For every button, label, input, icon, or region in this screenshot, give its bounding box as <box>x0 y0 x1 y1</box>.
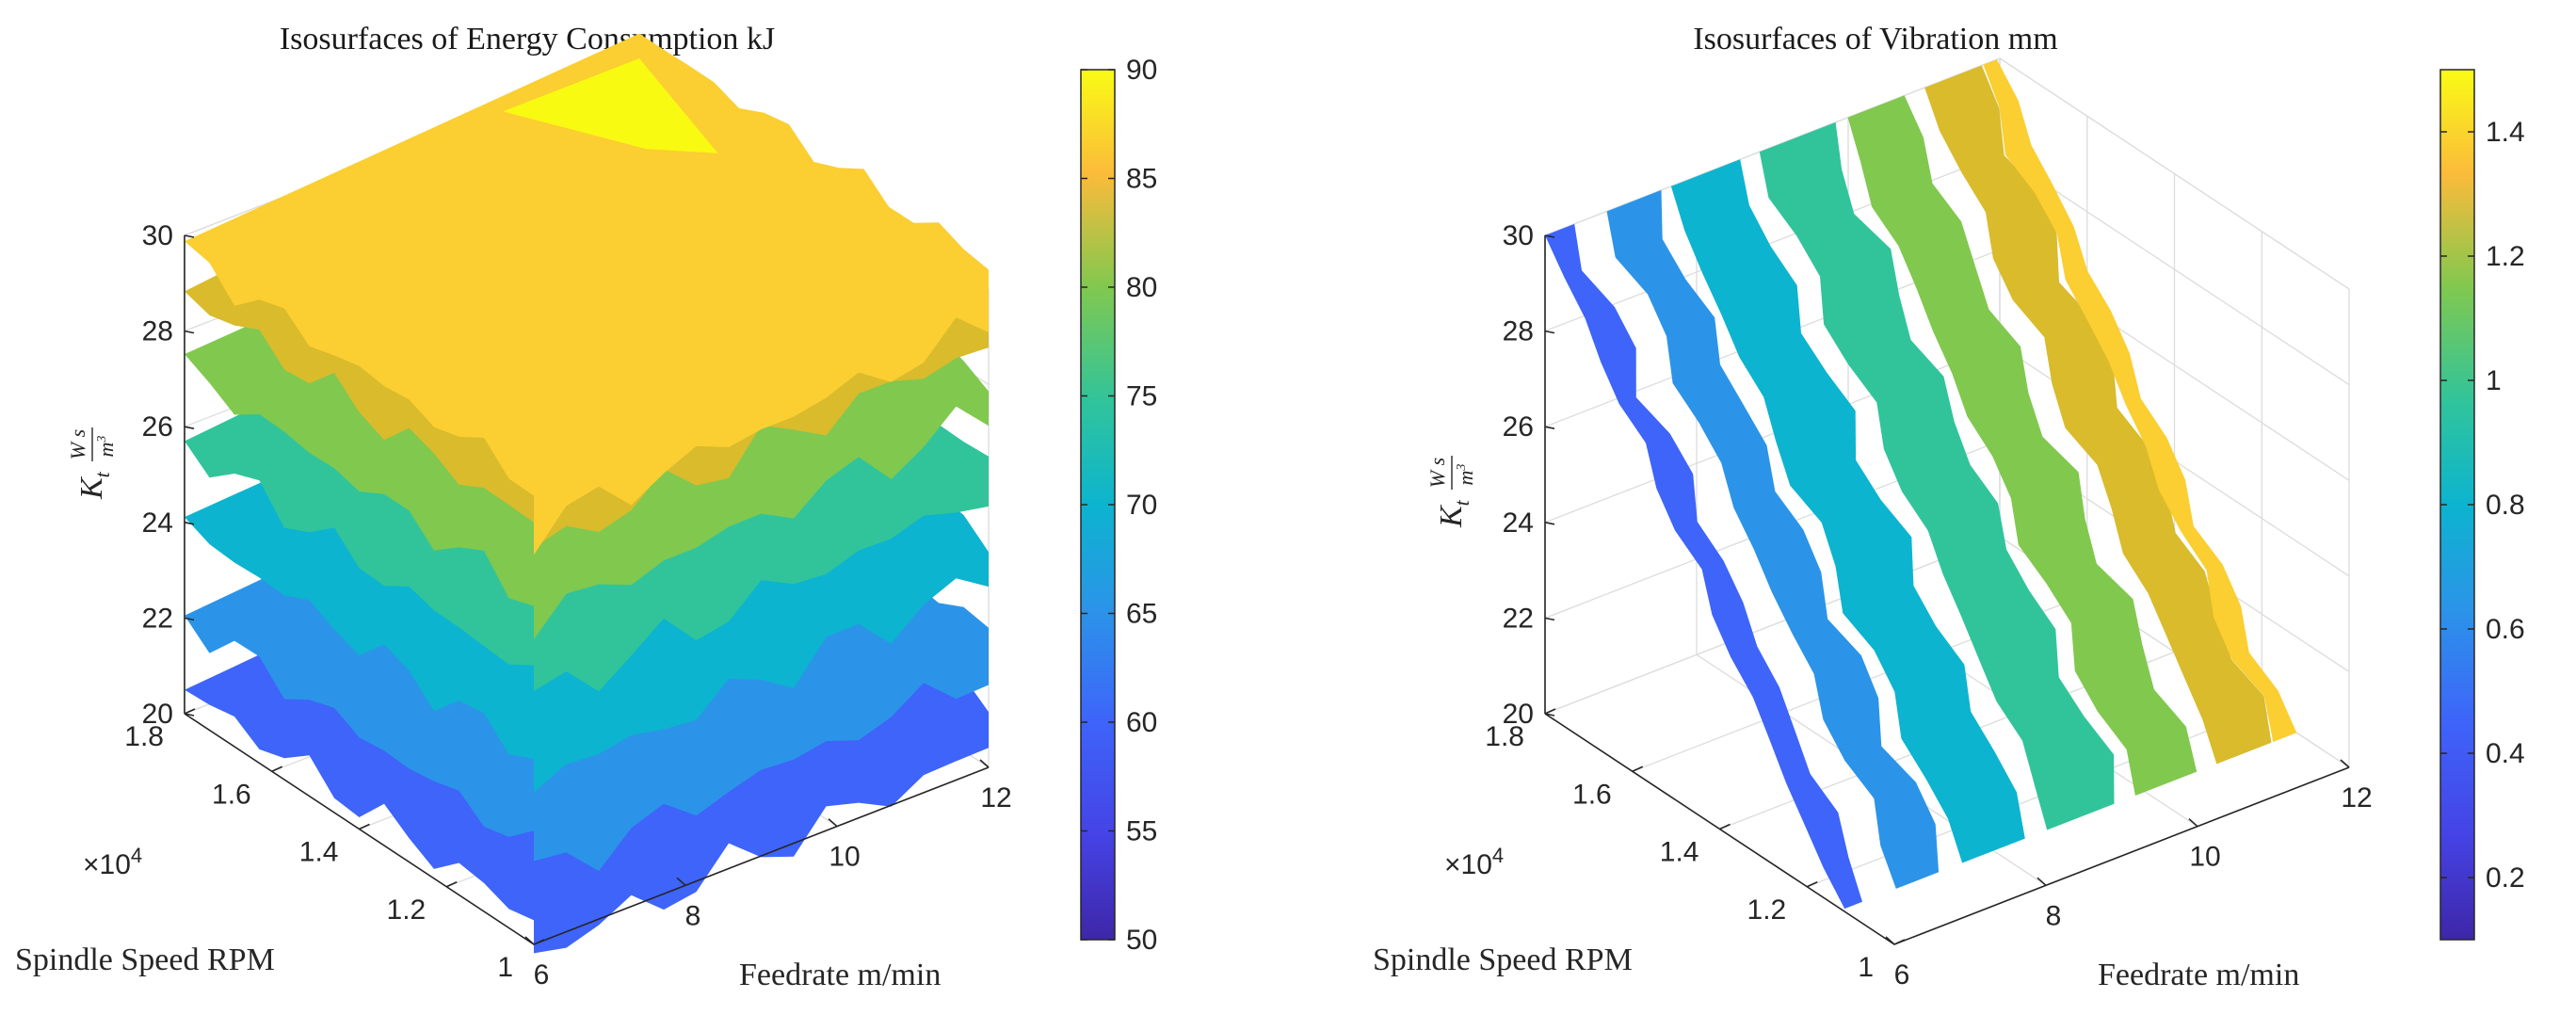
colorbar-tick-label: 85 <box>1126 164 1157 195</box>
y-tick-label: 1.2 <box>1747 894 1787 926</box>
colorbar-tick-label: 50 <box>1126 925 1157 956</box>
vibration-chart: Isosurfaces of Vibration mm 20 22 24 26 28 30… <box>1373 22 2525 992</box>
isosurface <box>503 58 718 153</box>
colorbar-tick-label: 0.6 <box>2486 614 2525 645</box>
colorbar-tick-label: 70 <box>1126 490 1157 521</box>
z-tick-label: 22 <box>1503 603 1534 634</box>
z-tick-label: 26 <box>1503 411 1534 443</box>
x-tick-label: 10 <box>829 842 860 873</box>
y-tick-label: 1.2 <box>387 894 427 926</box>
z-tick-label: 20 <box>1503 699 1534 730</box>
y-tick-label: 1.4 <box>299 837 339 868</box>
x-tick-label: 12 <box>2341 782 2372 814</box>
x-tick-label: 8 <box>2046 900 2062 931</box>
colorbar-tick-label: 75 <box>1126 381 1157 412</box>
vibration-isosurfaces <box>1545 59 2297 910</box>
isosurface <box>1983 59 2297 742</box>
vibration-chart-title: Isosurfaces of Vibration mm <box>1693 22 2057 56</box>
x-tick-label: 6 <box>534 959 550 991</box>
energy-colorbar: 50 55 60 65 70 75 80 85 90 <box>1080 55 1157 956</box>
energy-xlabel: Feedrate m/min <box>739 958 941 992</box>
svg-text:m3: m3 <box>94 436 118 458</box>
energy-isosurfaces <box>185 33 989 954</box>
isosurface <box>185 33 989 556</box>
energy-y-exponent: ×104 <box>83 844 142 880</box>
x-tick-label: 12 <box>980 782 1011 814</box>
vibration-zlabel: Kt W s m3 <box>1425 456 1477 528</box>
y-tick-label: 1 <box>497 952 513 983</box>
y-tick-label: 1.6 <box>212 779 251 810</box>
colorbar-tick-label: 0.8 <box>2486 490 2525 521</box>
z-tick-label: 30 <box>1503 220 1534 251</box>
colorbar-tick-label: 0.2 <box>2486 862 2525 894</box>
colorbar-tick-label: 55 <box>1126 816 1157 847</box>
vibration-y-exponent: ×104 <box>1444 844 1504 880</box>
y-tick-label: 1 <box>1858 952 1874 983</box>
svg-text:W s: W s <box>66 429 89 459</box>
vibration-axes: 20 22 24 26 28 30 6 8 10 12 1 1.2 1.4 1.6 1.8 <box>1485 220 2372 991</box>
z-tick-label: 30 <box>142 220 173 251</box>
z-tick-label: 20 <box>142 699 173 730</box>
energy-chart-title: Isosurfaces of Energy Consumption kJ <box>280 22 775 56</box>
colorbar-tick-label: 60 <box>1126 707 1157 738</box>
y-tick-label: 1.8 <box>124 721 164 752</box>
energy-zlabel: Kt W s m3 <box>66 427 118 500</box>
energy-chart: Isosurfaces of Energy Consumption kJ 202… <box>15 22 1157 992</box>
y-tick-label: 1.8 <box>1485 721 1524 752</box>
x-tick-label: 6 <box>1894 959 1910 991</box>
x-tick-label: 8 <box>685 900 701 931</box>
isosurface <box>1847 95 2198 796</box>
z-tick-label: 24 <box>142 508 173 539</box>
z-tick-label: 26 <box>142 411 173 443</box>
colorbar-tick-label: 0.4 <box>2486 738 2525 769</box>
colorbar-tick-label: 1.2 <box>2486 241 2525 272</box>
colorbar-tick-label: 90 <box>1126 55 1157 86</box>
isosurface <box>1759 121 2115 830</box>
svg-text:m3: m3 <box>1454 464 1477 486</box>
svg-text:Kt: Kt <box>1434 499 1473 528</box>
isosurface <box>1545 223 1862 910</box>
colorbar-tick-label: 65 <box>1126 599 1157 630</box>
y-tick-label: 1.4 <box>1660 837 1699 868</box>
colorbar-tick-label: 1.4 <box>2486 117 2525 148</box>
y-tick-label: 1.6 <box>1572 779 1612 810</box>
svg-text:W s: W s <box>1425 458 1449 488</box>
energy-axes: 20 22 24 26 28 30 6 8 10 12 1 1.2 1.4 1.6 1.8 <box>124 220 1011 991</box>
svg-text:Kt: Kt <box>74 471 114 500</box>
colorbar-tick-label: 80 <box>1126 272 1157 303</box>
vibration-xlabel: Feedrate m/min <box>2098 958 2299 992</box>
isosurface <box>1606 189 1940 889</box>
energy-ylabel: Spindle Speed RPM <box>15 942 275 977</box>
vibration-ylabel: Spindle Speed RPM <box>1373 942 1633 977</box>
z-tick-label: 28 <box>1503 316 1534 347</box>
isosurface <box>1670 159 2025 863</box>
isosurface <box>1924 65 2272 765</box>
z-tick-label: 24 <box>1503 508 1534 539</box>
vibration-colorbar: 0.2 0.4 0.6 0.8 1 1.2 1.4 <box>2439 69 2525 941</box>
colorbar-tick-label: 1 <box>2486 365 2502 396</box>
z-tick-label: 28 <box>142 316 173 347</box>
x-tick-label: 10 <box>2189 842 2220 873</box>
z-tick-label: 22 <box>142 603 173 634</box>
